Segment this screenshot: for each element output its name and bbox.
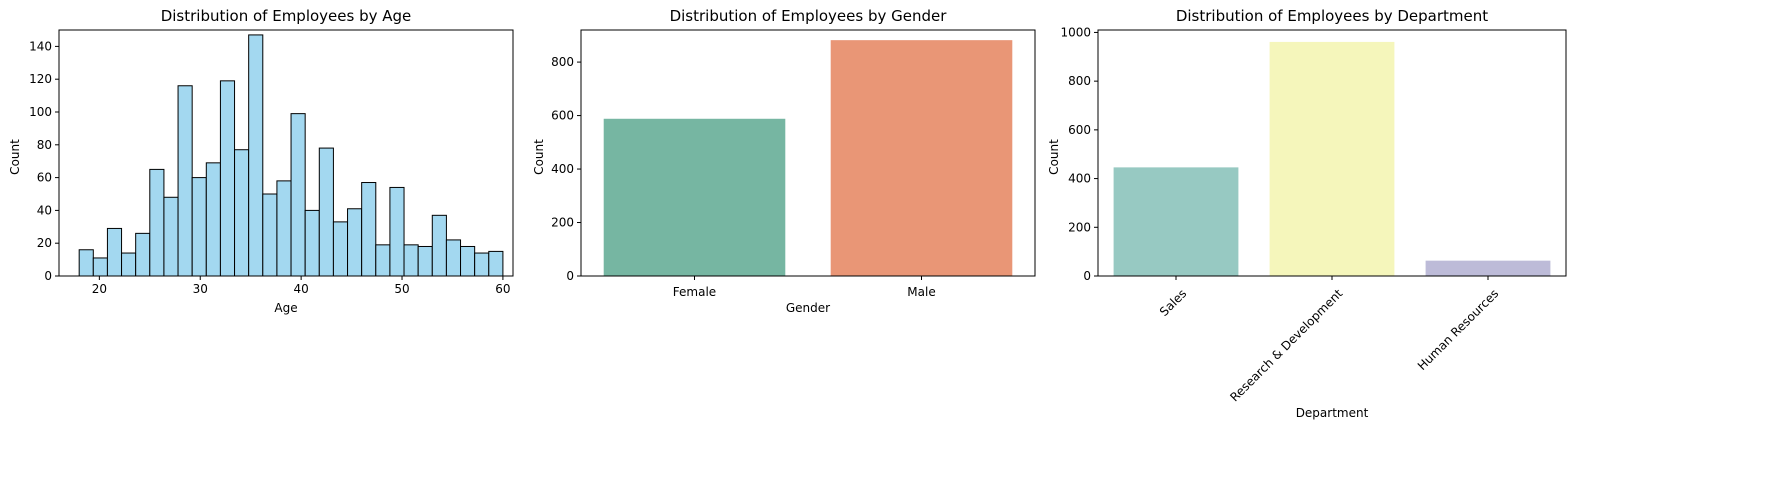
department-plot-frame bbox=[1097, 29, 1567, 277]
age-histogram-bars bbox=[78, 34, 504, 277]
age-bin-bar bbox=[205, 162, 221, 277]
age-bin-bar bbox=[219, 80, 236, 277]
x-tick-label: Human Resources bbox=[1415, 286, 1502, 373]
department-bar bbox=[1113, 167, 1239, 276]
gender-x-axis-label: Gender bbox=[786, 301, 830, 315]
department-x-axis-label: Department bbox=[1296, 406, 1369, 420]
department-bar bbox=[1269, 41, 1395, 276]
age-bin-bar bbox=[460, 245, 476, 277]
age-bin-bar bbox=[332, 221, 349, 277]
y-tick-label: 400 bbox=[551, 162, 574, 176]
y-tick-label: 100 bbox=[29, 105, 52, 119]
age-bin-bar bbox=[121, 252, 137, 277]
gender-bar bbox=[603, 118, 786, 276]
age-bin-bar bbox=[290, 113, 306, 277]
age-bin-bar bbox=[135, 232, 151, 277]
age-bin-bar bbox=[276, 180, 292, 277]
age-histogram-chart: Distribution of Employees by Age 20 30 40 5… bbox=[8, 7, 514, 315]
department-y-axis-label: Count bbox=[1047, 139, 1061, 175]
y-tick-label: 60 bbox=[37, 171, 52, 185]
department-bars bbox=[1113, 41, 1551, 276]
x-tick-label: 50 bbox=[394, 282, 409, 296]
gender-bar-chart: Distribution of Employees by Gender Fema… bbox=[532, 7, 1036, 315]
department-y-ticks: 0 200 400 600 800 1000 bbox=[1060, 25, 1098, 283]
department-bar bbox=[1425, 260, 1551, 276]
age-bin-bar bbox=[304, 209, 320, 277]
department-chart-title: Distribution of Employees by Department bbox=[1176, 7, 1488, 25]
age-y-ticks: 0 20 40 60 80 100 120 140 bbox=[29, 39, 59, 283]
age-bin-bar bbox=[106, 227, 123, 277]
age-bin-bar bbox=[191, 177, 207, 277]
y-tick-label: 120 bbox=[29, 72, 52, 86]
age-chart-title: Distribution of Employees by Age bbox=[161, 7, 412, 25]
x-tick-label: 30 bbox=[193, 282, 208, 296]
department-bar-chart: Distribution of Employees by Department … bbox=[1047, 7, 1567, 420]
age-bin-bar bbox=[403, 244, 419, 277]
y-tick-label: 140 bbox=[29, 39, 52, 53]
gender-y-ticks: 0 200 400 600 800 bbox=[551, 55, 581, 283]
age-bin-bar bbox=[389, 186, 405, 277]
age-bin-bar bbox=[92, 257, 108, 277]
age-bin-bar bbox=[417, 245, 433, 277]
y-tick-label: 800 bbox=[1068, 74, 1091, 88]
age-y-axis-label: Count bbox=[8, 139, 22, 175]
age-bin-bar bbox=[375, 244, 391, 277]
age-bin-bar bbox=[445, 239, 462, 277]
age-bin-bar bbox=[163, 196, 179, 277]
age-bin-bar bbox=[347, 208, 363, 277]
age-bin-bar bbox=[474, 252, 490, 277]
y-tick-label: 1000 bbox=[1060, 25, 1091, 39]
gender-plot-frame bbox=[580, 29, 1036, 277]
gender-y-axis-label: Count bbox=[532, 139, 546, 175]
gender-x-ticks: Female Male bbox=[673, 276, 936, 299]
y-tick-label: 800 bbox=[551, 55, 574, 69]
y-tick-label: 600 bbox=[1068, 123, 1091, 137]
x-tick-label: 20 bbox=[92, 282, 107, 296]
x-tick-label: Female bbox=[673, 285, 716, 299]
x-tick-label: Sales bbox=[1157, 286, 1189, 318]
age-bin-bar bbox=[361, 182, 377, 277]
age-bin-bar bbox=[234, 149, 250, 277]
gender-chart-title: Distribution of Employees by Gender bbox=[670, 7, 948, 25]
y-tick-label: 0 bbox=[44, 269, 52, 283]
age-bin-bar bbox=[149, 168, 165, 277]
age-x-axis-label: Age bbox=[274, 301, 297, 315]
x-tick-label: Male bbox=[907, 285, 935, 299]
gender-bars bbox=[603, 40, 1013, 276]
x-tick-label: 40 bbox=[293, 282, 308, 296]
y-tick-label: 200 bbox=[1068, 220, 1091, 234]
x-tick-label: Research & Development bbox=[1227, 286, 1345, 404]
x-tick-label: 60 bbox=[495, 282, 510, 296]
age-bin-bar bbox=[177, 85, 193, 277]
age-bin-bar bbox=[262, 193, 278, 277]
y-tick-label: 0 bbox=[566, 269, 574, 283]
age-bin-bar bbox=[248, 34, 264, 277]
y-tick-label: 200 bbox=[551, 216, 574, 230]
department-x-ticks: Sales Research & Development Human Resourc… bbox=[1157, 276, 1501, 404]
y-tick-label: 20 bbox=[37, 236, 52, 250]
y-tick-label: 0 bbox=[1083, 269, 1091, 283]
y-tick-label: 400 bbox=[1068, 172, 1091, 186]
y-tick-label: 80 bbox=[37, 138, 52, 152]
age-bin-bar bbox=[488, 250, 504, 277]
age-bin-bar bbox=[318, 147, 334, 277]
age-bin-bar bbox=[431, 214, 447, 277]
age-bin-bar bbox=[78, 249, 94, 277]
age-x-ticks: 20 30 40 50 60 bbox=[92, 276, 511, 296]
y-tick-label: 600 bbox=[551, 109, 574, 123]
y-tick-label: 40 bbox=[37, 203, 52, 217]
age-plot-frame bbox=[58, 29, 514, 277]
gender-bar bbox=[830, 40, 1013, 276]
